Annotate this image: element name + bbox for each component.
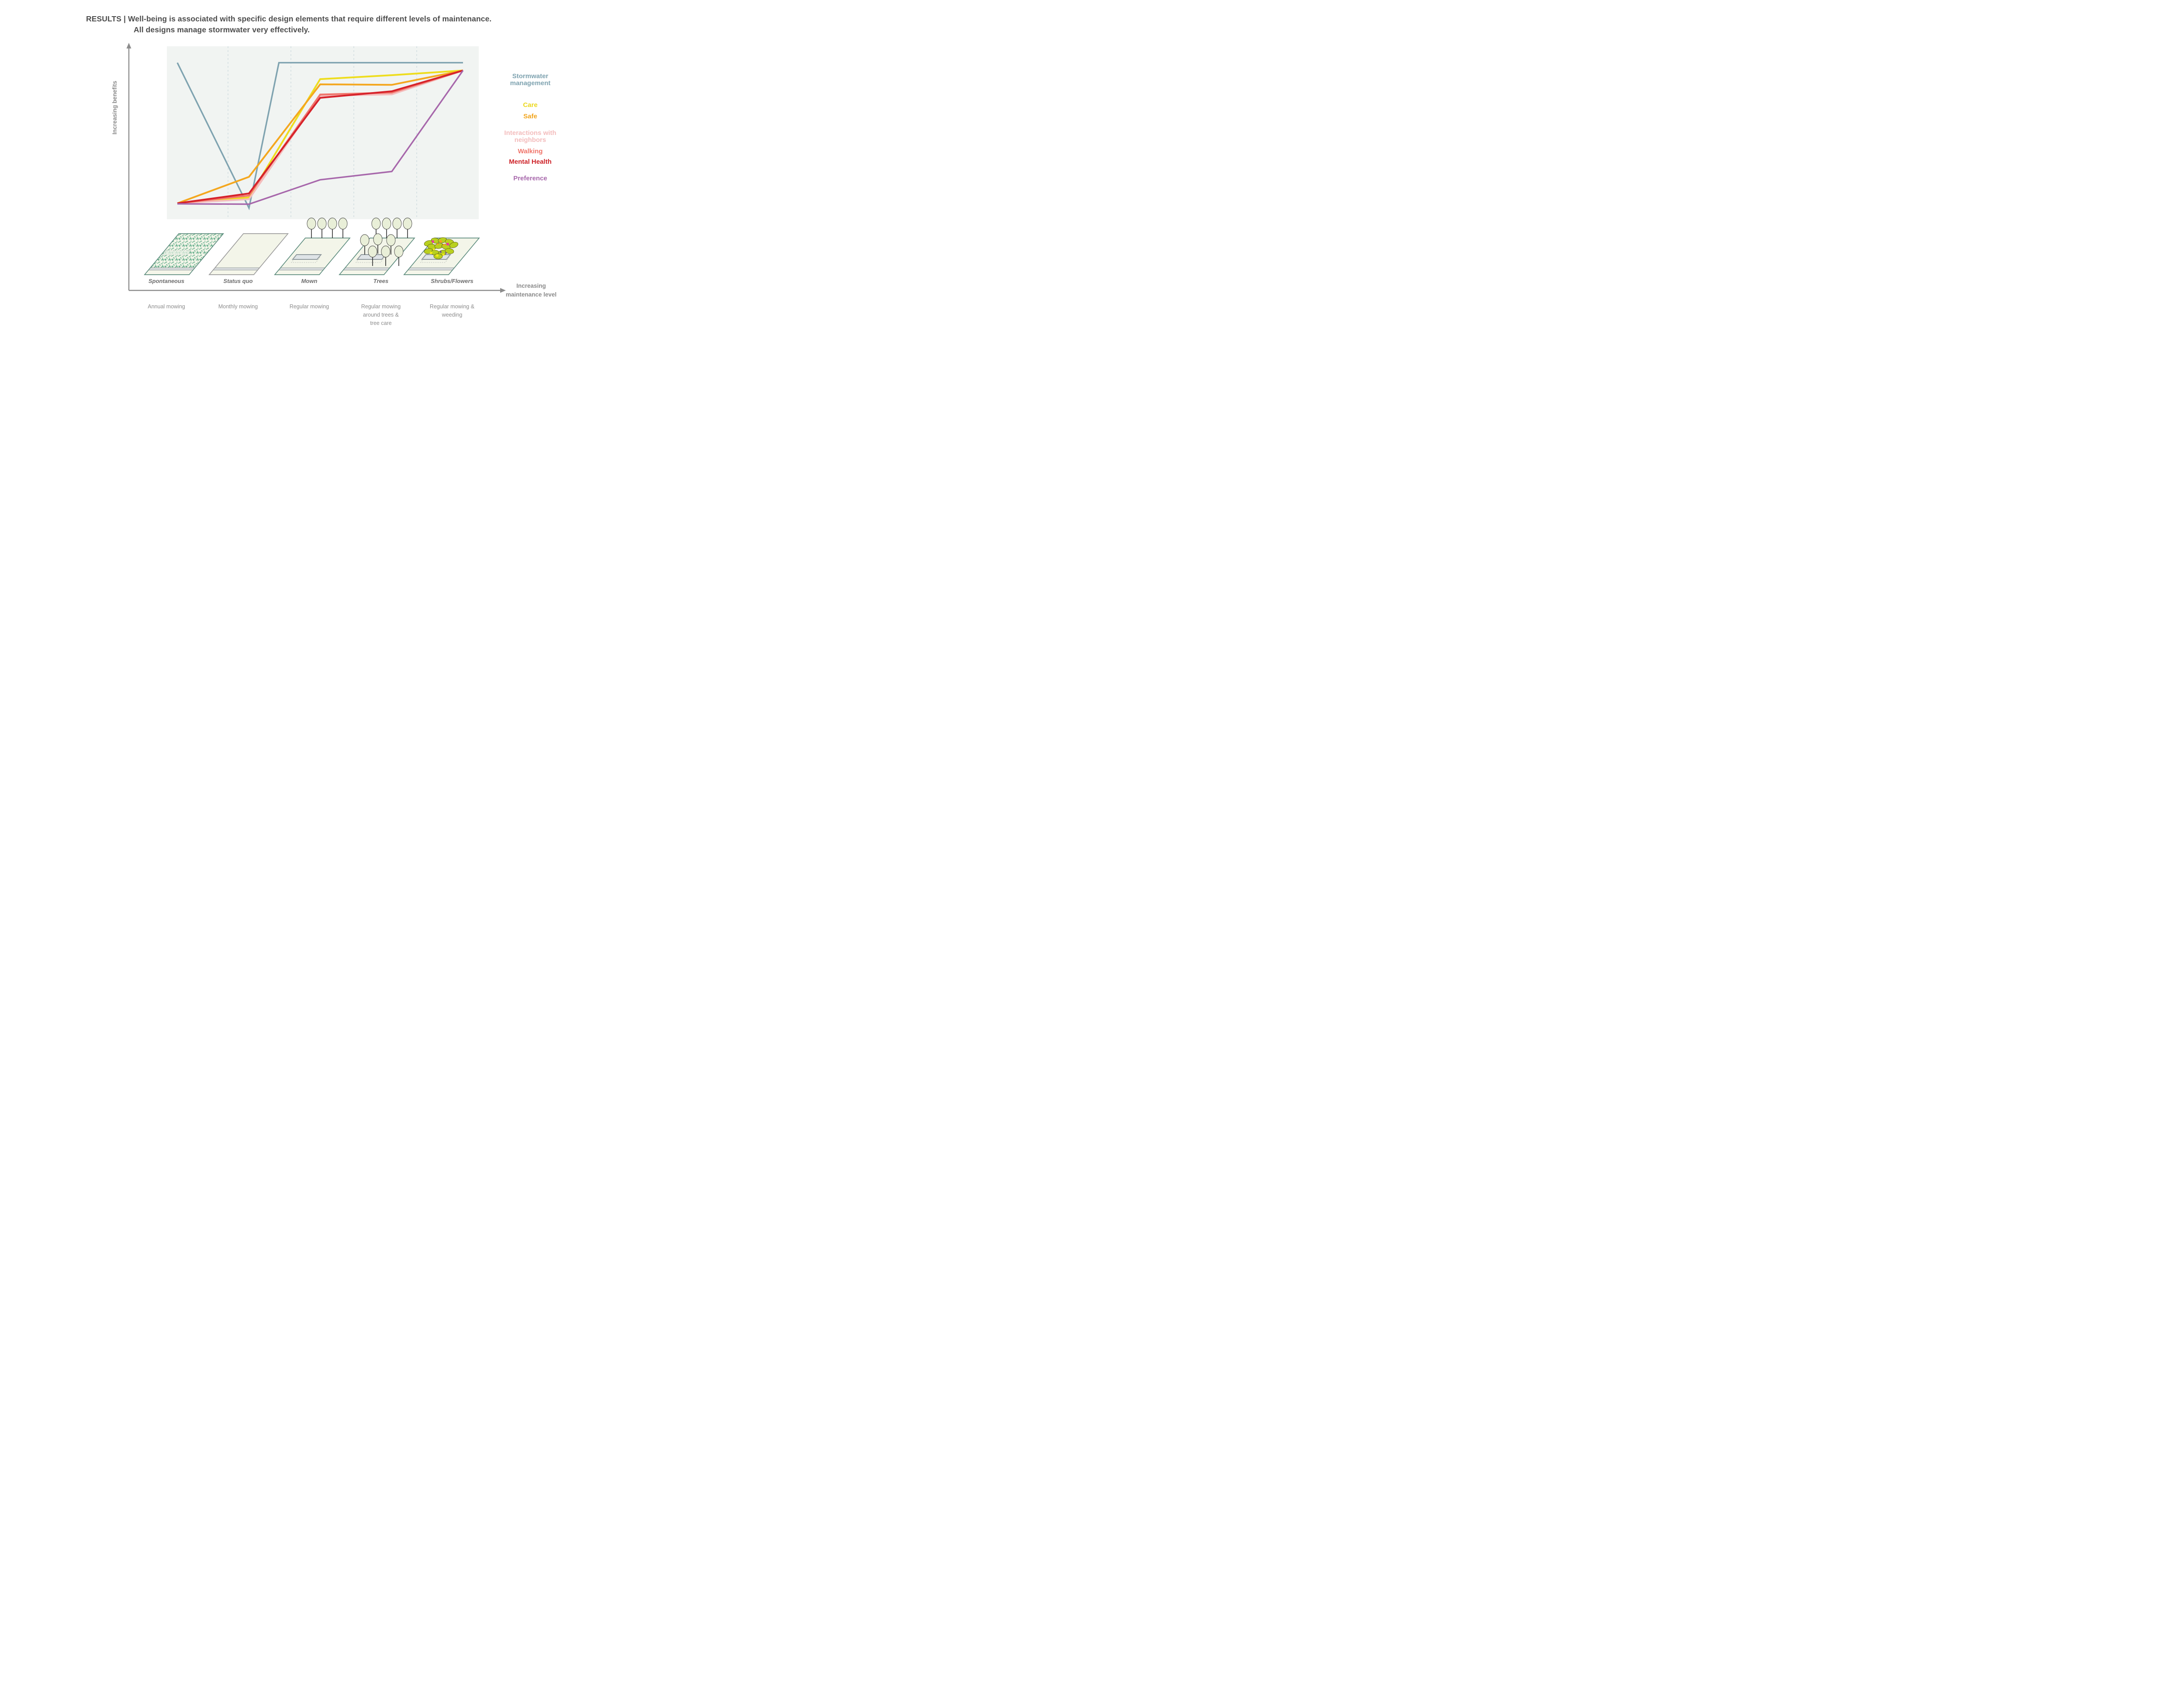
y-axis-arrowhead: [126, 43, 131, 48]
legend-item-interactions: Interactions with neighbors: [504, 129, 556, 144]
maintenance-label-3: Regular mowing: [289, 304, 329, 310]
design-name-spontaneous: Spontaneous: [148, 278, 185, 284]
x-axis-label-line1: Increasing: [516, 283, 546, 289]
series-line-safe: [177, 69, 463, 204]
design-name-trees: Trees: [373, 278, 389, 284]
title-line-2: All designs manage stormwater very effec…: [134, 25, 310, 34]
benefits-line-chart: [126, 43, 506, 293]
maintenance-label-5: Regular mowing & weeding: [429, 304, 475, 318]
legend-item-mental: Mental Health: [509, 158, 552, 166]
design-icon-status-quo: [200, 213, 292, 281]
y-axis-label: Increasing benefits: [111, 80, 118, 135]
series-line-mental-health: [177, 69, 463, 204]
maintenance-label-1: Annual mowing: [148, 304, 185, 310]
design-icon-spontaneous: [136, 213, 228, 281]
series-line-care: [177, 69, 463, 204]
infographic-page: RESULTS | Well-being is associated with …: [0, 0, 692, 338]
x-axis-label-line2: maintenance level: [505, 291, 557, 298]
plot-area: [167, 46, 479, 219]
design-name-mown: Mown: [301, 278, 318, 284]
legend-item-care: Care: [523, 101, 538, 109]
design-icon-trees: [331, 213, 422, 281]
legend-item-stormwater: Stormwater management: [510, 72, 551, 87]
legend-item-preference: Preference: [513, 175, 547, 182]
page-title: RESULTS | Well-being is associated with …: [86, 14, 491, 35]
title-line-1: RESULTS | Well-being is associated with …: [86, 14, 492, 23]
chart-legend: Stormwater management Care Safe Interactions…: [493, 73, 568, 182]
design-icon-shrubs-flowers: [395, 213, 487, 281]
design-name-shrubs-flowers: Shrubs/Flowers: [431, 278, 473, 284]
x-axis-label: Increasing maintenance level: [501, 282, 562, 299]
design-name-status-quo: Status quo: [223, 278, 253, 284]
maintenance-label-2: Monthly mowing: [218, 304, 258, 310]
design-icon-mown: [266, 213, 358, 281]
x-axis-arrowhead: [500, 288, 506, 293]
series-line-stormwater-management: [176, 62, 463, 210]
legend-item-safe: Safe: [523, 113, 537, 120]
legend-item-walking: Walking: [518, 148, 543, 155]
series-line-preference: [177, 70, 464, 205]
maintenance-label-4: Regular mowing around trees & tree care: [361, 304, 401, 326]
